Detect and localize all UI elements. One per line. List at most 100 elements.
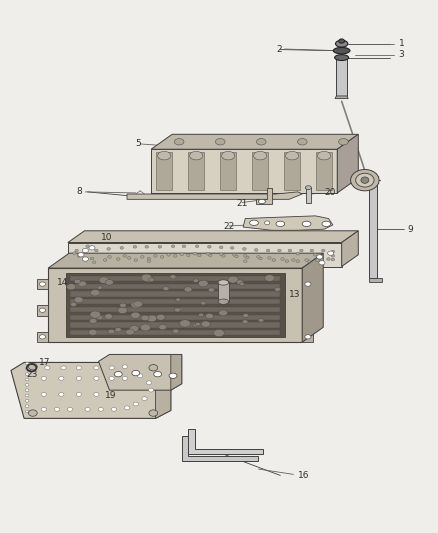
Text: 1: 1 [399, 39, 404, 48]
Ellipse shape [97, 286, 102, 289]
Text: 13: 13 [289, 290, 300, 298]
Polygon shape [156, 152, 172, 190]
Ellipse shape [75, 249, 78, 252]
Polygon shape [336, 59, 347, 96]
Ellipse shape [193, 279, 198, 282]
Polygon shape [66, 273, 285, 337]
Ellipse shape [258, 199, 265, 204]
Polygon shape [188, 429, 263, 454]
Ellipse shape [120, 246, 124, 249]
Ellipse shape [25, 405, 29, 407]
Ellipse shape [71, 302, 77, 306]
Polygon shape [182, 436, 258, 461]
Polygon shape [284, 152, 300, 190]
Ellipse shape [25, 378, 29, 381]
Ellipse shape [243, 247, 246, 250]
Ellipse shape [108, 256, 111, 258]
Ellipse shape [237, 280, 243, 285]
Ellipse shape [361, 177, 369, 183]
Ellipse shape [254, 151, 267, 160]
Ellipse shape [350, 169, 379, 191]
Ellipse shape [25, 394, 29, 397]
Ellipse shape [219, 310, 227, 316]
Ellipse shape [120, 303, 126, 308]
Ellipse shape [105, 280, 113, 285]
Ellipse shape [41, 407, 46, 411]
Ellipse shape [218, 280, 229, 285]
Ellipse shape [310, 249, 314, 252]
Polygon shape [218, 282, 229, 302]
Ellipse shape [82, 257, 88, 261]
Ellipse shape [67, 284, 76, 290]
Polygon shape [70, 299, 280, 304]
Ellipse shape [195, 245, 199, 247]
Ellipse shape [39, 282, 46, 286]
Ellipse shape [300, 249, 303, 252]
Ellipse shape [242, 320, 248, 324]
Ellipse shape [302, 221, 311, 227]
Ellipse shape [200, 280, 208, 285]
Ellipse shape [124, 406, 130, 409]
Ellipse shape [296, 260, 300, 263]
Ellipse shape [149, 365, 158, 371]
Polygon shape [337, 134, 358, 193]
Ellipse shape [318, 151, 331, 160]
Ellipse shape [316, 259, 319, 261]
Polygon shape [37, 279, 48, 289]
Ellipse shape [76, 392, 81, 397]
Ellipse shape [54, 407, 60, 411]
Ellipse shape [319, 261, 325, 265]
Ellipse shape [118, 307, 127, 313]
Polygon shape [151, 149, 337, 193]
Ellipse shape [154, 255, 157, 257]
Text: 9: 9 [407, 225, 413, 233]
Ellipse shape [131, 301, 141, 308]
Ellipse shape [61, 366, 66, 370]
Ellipse shape [25, 400, 29, 402]
Ellipse shape [41, 376, 46, 381]
Ellipse shape [85, 407, 90, 411]
Ellipse shape [114, 372, 122, 377]
Ellipse shape [208, 245, 211, 248]
Ellipse shape [103, 259, 107, 261]
Ellipse shape [246, 256, 249, 259]
Text: 22: 22 [223, 222, 235, 231]
Ellipse shape [73, 252, 76, 255]
Ellipse shape [109, 366, 114, 370]
Polygon shape [70, 330, 280, 335]
Ellipse shape [235, 255, 238, 258]
Polygon shape [369, 278, 382, 282]
Ellipse shape [215, 139, 225, 145]
Ellipse shape [244, 260, 247, 263]
Ellipse shape [94, 366, 99, 370]
Ellipse shape [145, 245, 148, 248]
Polygon shape [99, 354, 182, 390]
Ellipse shape [257, 256, 260, 258]
Polygon shape [220, 152, 236, 190]
Ellipse shape [208, 288, 215, 292]
Text: 16: 16 [298, 471, 309, 480]
Ellipse shape [339, 39, 344, 43]
Ellipse shape [96, 315, 103, 320]
Ellipse shape [281, 258, 284, 260]
Ellipse shape [94, 392, 99, 397]
Ellipse shape [89, 318, 97, 324]
Ellipse shape [305, 335, 311, 339]
Ellipse shape [333, 47, 350, 54]
Ellipse shape [356, 173, 374, 187]
Text: 21: 21 [237, 199, 248, 208]
Ellipse shape [86, 245, 89, 247]
Ellipse shape [130, 326, 139, 332]
Ellipse shape [28, 364, 37, 370]
Ellipse shape [77, 255, 81, 257]
Ellipse shape [233, 254, 236, 256]
Ellipse shape [259, 257, 262, 260]
Polygon shape [302, 332, 313, 342]
Ellipse shape [218, 299, 229, 304]
Polygon shape [316, 152, 332, 190]
Polygon shape [70, 292, 280, 297]
Ellipse shape [111, 407, 117, 411]
Ellipse shape [208, 254, 212, 257]
Ellipse shape [90, 311, 101, 318]
Ellipse shape [115, 327, 121, 332]
